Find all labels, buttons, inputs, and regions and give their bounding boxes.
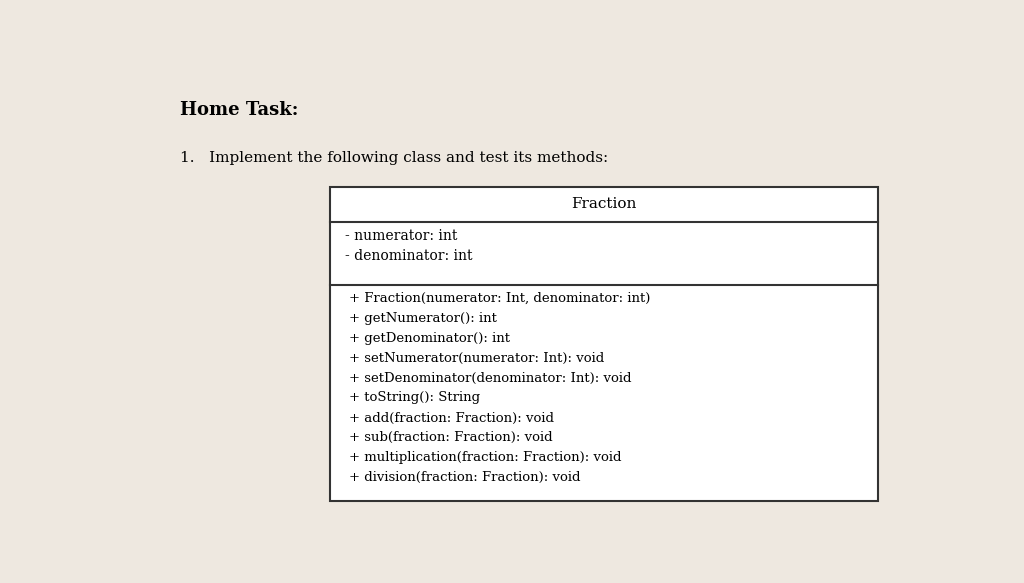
Text: + division(fraction: Fraction): void: + division(fraction: Fraction): void [348, 472, 581, 484]
Text: + getDenominator(): int: + getDenominator(): int [348, 332, 510, 345]
Text: + Fraction(numerator: Int, denominator: int): + Fraction(numerator: Int, denominator: … [348, 292, 650, 304]
Text: Home Task:: Home Task: [179, 101, 298, 120]
Text: + add(fraction: Fraction): void: + add(fraction: Fraction): void [348, 412, 554, 424]
Text: + getNumerator(): int: + getNumerator(): int [348, 311, 497, 325]
Bar [331, 187, 878, 501]
Text: - numerator: int: - numerator: int [345, 229, 457, 243]
Text: - denominator: int: - denominator: int [345, 248, 472, 262]
Text: Fraction: Fraction [571, 198, 637, 212]
Text: + sub(fraction: Fraction): void: + sub(fraction: Fraction): void [348, 431, 552, 444]
Text: + setNumerator(numerator: Int): void: + setNumerator(numerator: Int): void [348, 352, 604, 364]
Text: + setDenominator(denominator: Int): void: + setDenominator(denominator: Int): void [348, 371, 631, 384]
Text: + multiplication(fraction: Fraction): void: + multiplication(fraction: Fraction): vo… [348, 451, 622, 465]
Text: + toString(): String: + toString(): String [348, 391, 480, 405]
Text: 1.   Implement the following class and test its methods:: 1. Implement the following class and tes… [179, 151, 608, 165]
